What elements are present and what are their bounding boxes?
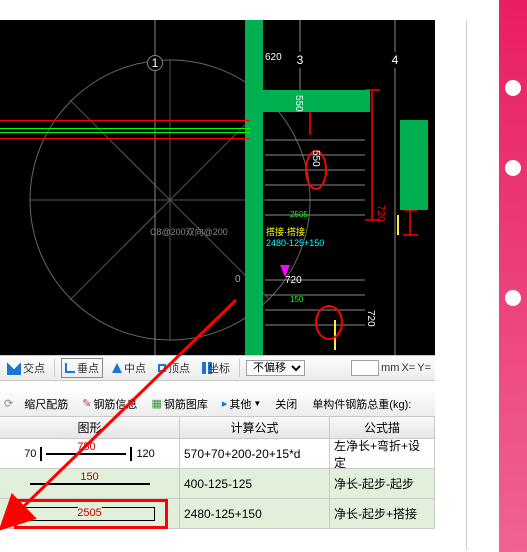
dim-720a: 720 xyxy=(375,205,386,222)
coord-input-1[interactable] xyxy=(351,360,379,376)
grid-marker-1: 1 xyxy=(147,55,163,71)
grid-marker-3: 3 xyxy=(292,52,308,68)
rebar-table: 图形 计算公式 公式描 70 750 120 570+70+200-20+15*… xyxy=(0,417,435,529)
table-row[interactable]: 150 400-125-125 净长-起步-起步 xyxy=(0,469,435,499)
dim-2505: 2505 xyxy=(290,210,308,219)
table-row[interactable]: 2505 2480-125+150 净长-起步+搭接 xyxy=(0,499,435,529)
shape-mid: 750 xyxy=(77,441,95,453)
formula-cell: 570+70+200-20+15*d xyxy=(180,439,330,468)
snap-intersect-button[interactable]: 交点 xyxy=(4,360,48,376)
th-desc: 公式描 xyxy=(330,417,435,438)
rebar-tabbar: ⟳ 缩尺配筋 ✎钢筋信息 ▦钢筋图库 ▸其他▼ 关闭 单构件钢筋总重(kg): xyxy=(0,391,435,417)
tab-scale[interactable]: 缩尺配筋 xyxy=(21,396,71,412)
th-shape: 图形 xyxy=(0,417,180,438)
snap-coord-button[interactable]: 坐标 xyxy=(199,360,233,376)
th-formula: 计算公式 xyxy=(180,417,330,438)
snap-label: 顶点 xyxy=(168,360,190,376)
magenta-arrow-icon xyxy=(280,265,290,277)
lime-line xyxy=(0,132,250,133)
desc-cell: 净长-起步+搭接 xyxy=(330,499,435,528)
zero-label: 0 xyxy=(235,274,241,285)
side-badge xyxy=(499,0,527,552)
snap-label: 交点 xyxy=(23,360,45,376)
tab-other[interactable]: ▸其他▼ xyxy=(219,396,264,412)
shape-right: 120 xyxy=(136,448,154,460)
y-label: Y= xyxy=(417,362,431,374)
snap-label: 坐标 xyxy=(208,360,230,376)
desc-cell: 净长-起步-起步 xyxy=(330,469,435,498)
dim-620: 620 xyxy=(265,52,282,63)
annotation-ellipse xyxy=(315,305,343,340)
drawing-canvas[interactable]: 1 3 4 620 550 550 720 720 720 2505 150 C… xyxy=(0,20,435,355)
weight-label: 单构件钢筋总重(kg): xyxy=(312,396,411,412)
snap-perp-button[interactable]: 垂点 xyxy=(61,358,103,378)
formula-cell: 2480-125+150 xyxy=(180,499,330,528)
offset-select[interactable]: 不偏移 xyxy=(246,360,305,376)
x-label: X= xyxy=(401,362,415,374)
grid-marker-4: 4 xyxy=(387,52,403,68)
wall-h2 xyxy=(300,90,370,112)
shape-mid: 2505 xyxy=(77,507,101,519)
table-row[interactable]: 70 750 120 570+70+200-20+15*d 左净长+弯折+设定 xyxy=(0,439,435,469)
snap-label: 中点 xyxy=(124,360,146,376)
formula-cell: 400-125-125 xyxy=(180,469,330,498)
tab-info[interactable]: ✎钢筋信息 xyxy=(79,396,140,412)
unit-label: mm xyxy=(381,362,399,374)
red-line xyxy=(0,138,250,139)
dim-550b: 550 xyxy=(310,150,321,167)
snap-mid-button[interactable]: 中点 xyxy=(109,360,149,376)
dim-550a: 550 xyxy=(293,95,304,112)
wall-r xyxy=(400,120,428,210)
snap-toolbar: 交点 垂点 中点 顶点 坐标 不偏移 mm X= Y= xyxy=(0,355,435,381)
tab-close[interactable]: 关闭 xyxy=(272,396,300,412)
snap-label: 垂点 xyxy=(77,360,99,376)
yellow-label: 搭接·搭接 xyxy=(266,225,305,238)
tab-library[interactable]: ▦钢筋图库 xyxy=(148,396,210,412)
lime-line xyxy=(0,128,250,129)
shape-left: 70 xyxy=(24,448,36,460)
rebar-label: C8@200双向@200 xyxy=(150,225,228,238)
snap-vertex-button[interactable]: 顶点 xyxy=(155,360,193,376)
red-line xyxy=(0,120,250,121)
shape-mid: 150 xyxy=(80,471,98,483)
cyan-formula: 2480-125+150 xyxy=(266,238,324,248)
dim-150: 150 xyxy=(290,295,303,304)
desc-cell: 左净长+弯折+设定 xyxy=(330,439,435,468)
dim-720c: 720 xyxy=(365,310,376,327)
wall-vert xyxy=(245,20,263,355)
